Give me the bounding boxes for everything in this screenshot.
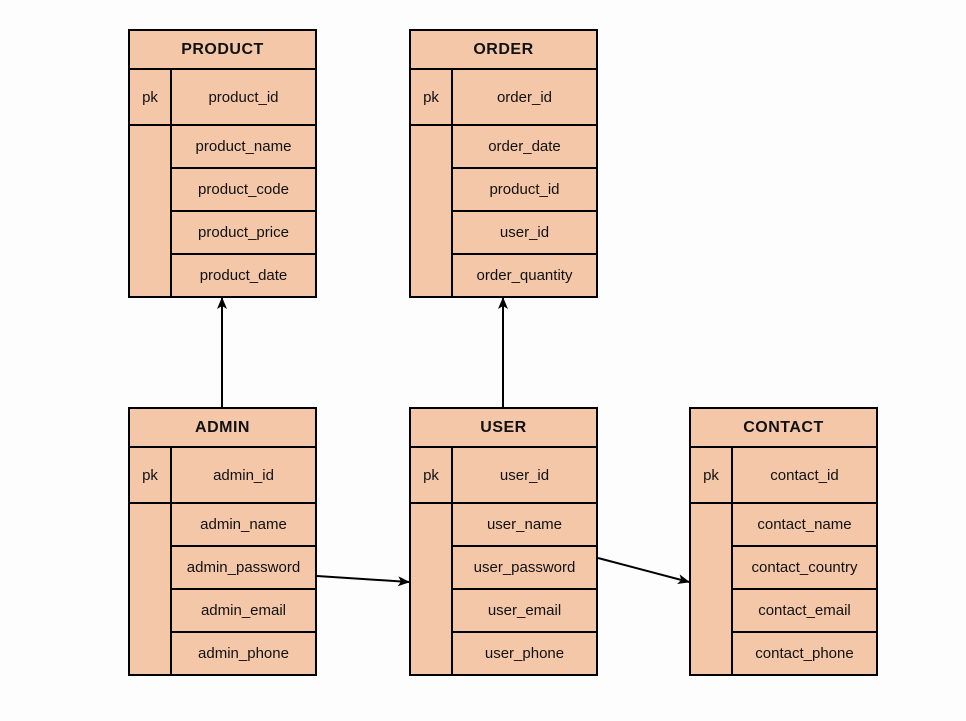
er-diagram-canvas: PRODUCTpkproduct_idproduct_nameproduct_c… [0,0,966,721]
attribute-field: user_email [453,590,596,633]
pk-row: pkorder_id [411,70,596,126]
attributes-column: user_nameuser_passworduser_emailuser_pho… [453,504,596,674]
pk-field: user_id [453,448,596,502]
pk-label: pk [130,70,172,124]
attributes-key-column [691,504,733,674]
attribute-field: contact_email [733,590,876,633]
attribute-field: order_date [453,126,596,169]
attribute-field: admin_password [172,547,315,590]
pk-label: pk [411,70,453,124]
pk-row: pkadmin_id [130,448,315,504]
attributes-column: product_nameproduct_codeproduct_pricepro… [172,126,315,296]
entity-title: CONTACT [691,409,876,448]
attribute-field: order_quantity [453,255,596,296]
pk-row: pkcontact_id [691,448,876,504]
attributes-block: order_dateproduct_iduser_idorder_quantit… [411,126,596,296]
attribute-field: product_date [172,255,315,296]
attributes-key-column [130,126,172,296]
attribute-field: contact_country [733,547,876,590]
attribute-field: admin_email [172,590,315,633]
entity-title: USER [411,409,596,448]
attribute-field: user_phone [453,633,596,674]
attributes-block: contact_namecontact_countrycontact_email… [691,504,876,674]
pk-row: pkuser_id [411,448,596,504]
attribute-field: product_id [453,169,596,212]
attribute-field: admin_name [172,504,315,547]
edge-admin-to-user [317,576,409,582]
pk-field: contact_id [733,448,876,502]
entity-product: PRODUCTpkproduct_idproduct_nameproduct_c… [128,29,317,298]
entity-title: ADMIN [130,409,315,448]
attribute-field: user_password [453,547,596,590]
attributes-column: admin_nameadmin_passwordadmin_emailadmin… [172,504,315,674]
attributes-column: order_dateproduct_iduser_idorder_quantit… [453,126,596,296]
attribute-field: product_name [172,126,315,169]
attributes-key-column [411,126,453,296]
entity-title: ORDER [411,31,596,70]
pk-label: pk [130,448,172,502]
attributes-key-column [130,504,172,674]
attribute-field: product_price [172,212,315,255]
pk-label: pk [691,448,733,502]
pk-label: pk [411,448,453,502]
attribute-field: user_id [453,212,596,255]
attribute-field: product_code [172,169,315,212]
attributes-block: admin_nameadmin_passwordadmin_emailadmin… [130,504,315,674]
attributes-block: product_nameproduct_codeproduct_pricepro… [130,126,315,296]
attributes-key-column [411,504,453,674]
entity-contact: CONTACTpkcontact_idcontact_namecontact_c… [689,407,878,676]
entity-order: ORDERpkorder_idorder_dateproduct_iduser_… [409,29,598,298]
entity-admin: ADMINpkadmin_idadmin_nameadmin_passworda… [128,407,317,676]
pk-field: product_id [172,70,315,124]
edge-user-to-contact [598,558,689,582]
pk-field: order_id [453,70,596,124]
pk-row: pkproduct_id [130,70,315,126]
entity-title: PRODUCT [130,31,315,70]
attributes-block: user_nameuser_passworduser_emailuser_pho… [411,504,596,674]
entity-user: USERpkuser_iduser_nameuser_passworduser_… [409,407,598,676]
attribute-field: contact_phone [733,633,876,674]
attributes-column: contact_namecontact_countrycontact_email… [733,504,876,674]
pk-field: admin_id [172,448,315,502]
attribute-field: user_name [453,504,596,547]
attribute-field: admin_phone [172,633,315,674]
attribute-field: contact_name [733,504,876,547]
